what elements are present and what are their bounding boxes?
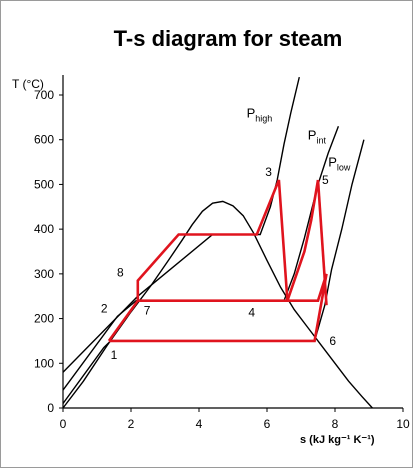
y-tick-label: 100 xyxy=(34,356,54,370)
cycle-segment-3 xyxy=(316,179,328,306)
y-tick-label: 600 xyxy=(34,133,54,147)
cycle-segment-2 xyxy=(286,179,320,302)
isobar-p-low xyxy=(62,139,365,404)
y-tick-label: 500 xyxy=(34,177,54,191)
cycle-outline xyxy=(107,179,328,343)
pressure-label-sub: int xyxy=(316,136,326,146)
saturation-dome-line xyxy=(62,200,373,409)
x-tick-label: 0 xyxy=(60,417,67,431)
pressure-label: Pint xyxy=(308,128,327,146)
y-tick-label: 700 xyxy=(34,88,54,102)
x-tick-label: 4 xyxy=(196,417,203,431)
pressure-label: Phigh xyxy=(247,105,273,123)
x-tick-label: 6 xyxy=(264,417,271,431)
pressure-label-main: P xyxy=(328,155,337,170)
pressure-label-sub: high xyxy=(255,113,272,123)
pressure-label-main: P xyxy=(308,128,317,143)
state-point-label: 6 xyxy=(329,334,336,348)
isobar-p-int xyxy=(62,126,340,391)
x-tick-label: 2 xyxy=(128,417,135,431)
y-axis-label: T (°C) xyxy=(12,77,44,91)
state-point-label: 1 xyxy=(111,348,118,362)
x-axis-label: s (kJ kg⁻¹ K⁻¹) xyxy=(300,434,375,446)
y-tick-label: 200 xyxy=(34,312,54,326)
y-tick-label: 400 xyxy=(34,222,54,236)
state-point-label: 2 xyxy=(101,301,108,315)
state-point-label: 7 xyxy=(144,304,151,318)
saturation-dome xyxy=(62,200,373,409)
pressure-lines xyxy=(62,76,365,404)
pressure-label-sub: low xyxy=(337,163,351,173)
pressure-label-main: P xyxy=(247,105,256,120)
axes: 0 100 200 300 400 500 600 700 0 2 4 6 8 10 xyxy=(34,75,410,431)
y-tick-label: 0 xyxy=(47,401,54,415)
isobar-p-high xyxy=(62,76,300,373)
state-point-label: 3 xyxy=(265,165,272,179)
state-point-label: 8 xyxy=(117,266,124,280)
x-tick-label: 8 xyxy=(332,417,339,431)
x-tick-label: 10 xyxy=(396,417,410,431)
chart-title: T-s diagram for steam xyxy=(114,26,343,51)
y-tick-label: 300 xyxy=(34,267,54,281)
state-point-label: 5 xyxy=(322,173,329,187)
cycle xyxy=(107,179,328,343)
state-point-label: 4 xyxy=(248,306,255,320)
pressure-label: Plow xyxy=(328,155,351,173)
